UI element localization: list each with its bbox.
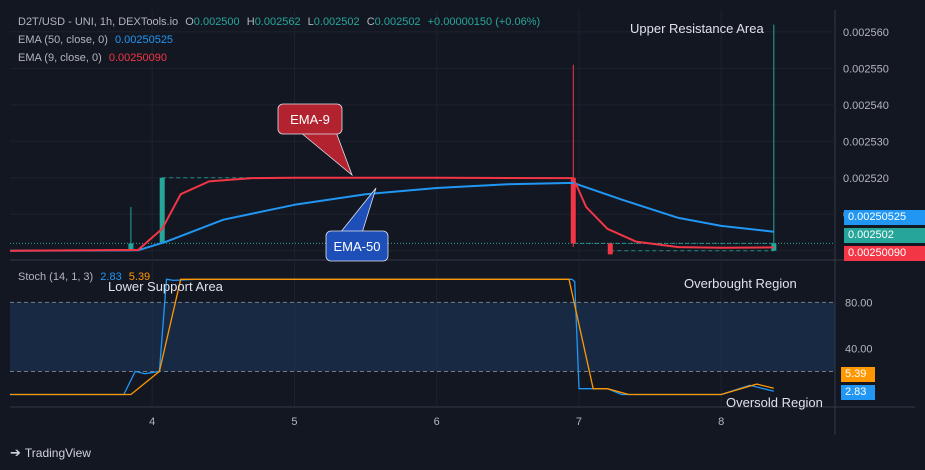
ema9-value: 0.00250090	[108, 52, 167, 64]
stoch-k-value: 2.83	[100, 271, 122, 283]
ema9-legend[interactable]: EMA (9, close, 0) 0.00250090	[18, 52, 171, 64]
ema9-callout-text: EMA-9	[290, 112, 330, 127]
open-key: O	[185, 16, 194, 28]
candle-body	[771, 243, 777, 251]
price-tick-label: 0.002560	[843, 27, 889, 39]
candle-body	[159, 177, 165, 244]
close-price-label: 0.002502	[844, 228, 925, 243]
time-tick-label: 7	[576, 416, 582, 428]
candle-body	[570, 177, 576, 244]
low-value: 0.002502	[313, 16, 360, 28]
price-tick-label: 0.002530	[843, 136, 889, 148]
low-key: L	[307, 16, 314, 28]
change-value: +0.00000150 (+0.06%)	[427, 16, 541, 28]
callouts: EMA-9 EMA-50	[277, 103, 389, 262]
tradingview-logo-icon: ➔	[10, 445, 21, 460]
high-value: 0.002562	[254, 16, 301, 28]
time-tick-label: 8	[718, 416, 724, 428]
ohlc-header: D2T/USD - UNI, 1h, DEXTools.io O0.002500…	[18, 16, 544, 28]
stoch-band	[10, 301, 835, 372]
ema9-price-label: 0.00250090	[844, 246, 925, 261]
ema50-legend[interactable]: EMA (50, close, 0) 0.00250525	[18, 34, 177, 46]
ema50-value: 0.00250525	[114, 34, 174, 46]
price-tick-label: 0.002520	[843, 173, 889, 185]
ema9-line	[9, 176, 774, 252]
ema50-line	[9, 181, 774, 252]
symbol-title: D2T/USD - UNI, 1h, DEXTools.io	[18, 16, 179, 28]
tradingview-text: TradingView	[24, 446, 91, 460]
ema9-callout-box	[277, 103, 343, 135]
stoch-d-line	[10, 278, 774, 396]
stoch-k-price-label: 2.83	[841, 385, 875, 400]
lower-support-annotation: Lower Support Area	[108, 279, 223, 294]
ema50-callout-box	[325, 230, 389, 262]
stoch-tick-label: 80.00	[845, 297, 873, 309]
time-tick-label: 5	[291, 416, 297, 428]
indicator-lines	[9, 176, 774, 396]
candle-body	[607, 243, 613, 255]
stoch-d-price-label: 5.39	[841, 367, 875, 382]
ema9-label: EMA (9, close, 0)	[18, 52, 102, 64]
ema50-label: EMA (50, close, 0)	[18, 34, 108, 46]
price-tick-label: 0.002540	[843, 100, 889, 112]
stoch-legend[interactable]: Stoch (14, 1, 3) 2.83 5.39	[18, 271, 154, 283]
high-key: H	[246, 16, 255, 28]
upper-resistance-annotation: Upper Resistance Area	[630, 21, 764, 36]
open-value: 0.002500	[193, 16, 240, 28]
price-tick-label: 0.002550	[843, 63, 889, 75]
overbought-annotation: Overbought Region	[684, 276, 797, 291]
close-value: 0.002502	[374, 16, 421, 28]
candle-body	[128, 243, 134, 251]
stoch-tick-label: 40.00	[845, 343, 873, 355]
oversold-annotation: Oversold Region	[726, 395, 823, 410]
stoch-label: Stoch (14, 1, 3)	[18, 271, 94, 283]
stoch-d-value: 5.39	[128, 271, 151, 283]
time-tick-label: 6	[434, 416, 440, 428]
ema50-callout-text: EMA-50	[334, 239, 381, 254]
tradingview-brand[interactable]: ➔ TradingView	[10, 445, 91, 461]
time-tick-label: 4	[149, 416, 155, 428]
close-key: C	[366, 16, 375, 28]
stoch-fill-band	[10, 302, 835, 372]
ema50-price-label: 0.00250525	[844, 210, 925, 225]
